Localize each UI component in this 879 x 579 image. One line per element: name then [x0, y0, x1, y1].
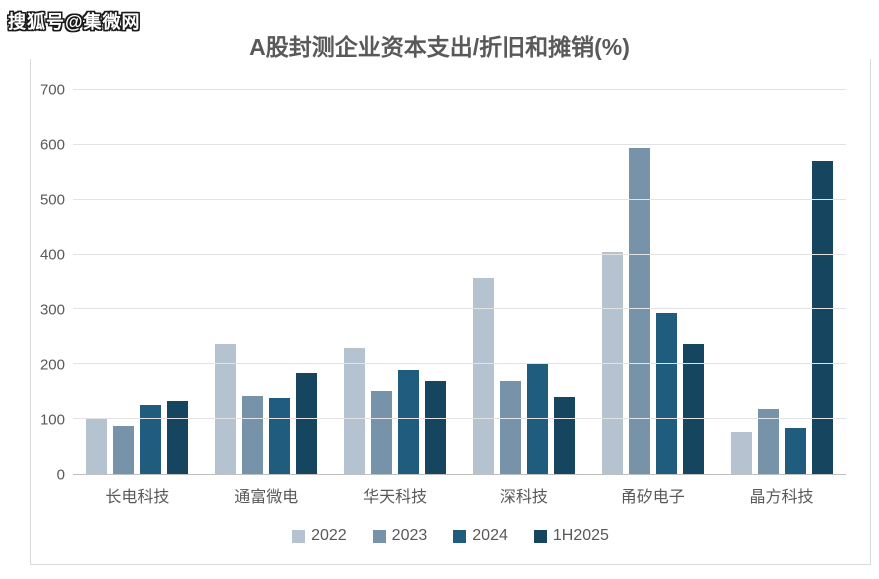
legend-label-1H2025: 1H2025 — [552, 527, 609, 544]
bar-2023-深科技 — [499, 381, 521, 474]
y-tick-label-100: 100 — [39, 411, 65, 429]
bar-2024-华天科技 — [398, 369, 420, 474]
bar-2023-华天科技 — [371, 391, 393, 474]
x-label-2: 通富微电 — [234, 489, 299, 506]
watermark: 搜狐号@集微网 — [8, 12, 141, 32]
gridline-600 — [73, 143, 846, 145]
y-tick-label-700: 700 — [39, 81, 65, 99]
bar-2022-长电科技 — [86, 417, 108, 474]
legend-item-2023: 2023 — [372, 527, 428, 545]
bar-2024-长电科技 — [140, 404, 162, 474]
bar-2022-华天科技 — [344, 347, 366, 474]
legend: 2022 2023 2024 1H2025 — [31, 527, 870, 545]
y-tick-label-500: 500 — [39, 191, 65, 209]
y-tick-label-300: 300 — [39, 301, 65, 319]
bar-1H2025-华天科技 — [425, 381, 447, 474]
bar-2024-晶方科技 — [784, 427, 806, 474]
bar-2024-甬矽电子 — [655, 312, 677, 474]
bar-2022-晶方科技 — [730, 432, 752, 474]
x-label-1: 长电科技 — [105, 489, 170, 506]
chart-frame: 0 100 200 300 400 500 600 700 长电科技 通富微电 华天科技 深科技 甬矽… — [30, 59, 871, 565]
bar-group-2 — [202, 90, 331, 474]
bar-2023-晶方科技 — [757, 408, 779, 474]
legend-swatch-2024 — [453, 529, 467, 543]
legend-swatch-1H2025 — [533, 529, 547, 543]
x-label-3: 华天科技 — [363, 489, 428, 506]
legend-label-2023: 2023 — [391, 527, 428, 544]
y-tick-label-400: 400 — [39, 246, 65, 264]
legend-swatch-2022 — [292, 529, 306, 543]
chart-title: A股封测企业资本支出/折旧和摊销(%) — [249, 34, 630, 60]
gridline-400 — [73, 253, 846, 255]
bar-group-3 — [331, 90, 460, 474]
bar-group-1 — [73, 90, 202, 474]
gridline-500 — [73, 198, 846, 200]
legend-label-2024: 2024 — [472, 527, 508, 544]
gridline-300 — [73, 308, 846, 310]
bar-2022-通富微电 — [215, 344, 237, 474]
bar-groups — [73, 90, 846, 474]
y-tick-label-0: 0 — [56, 466, 65, 484]
bar-group-5 — [588, 90, 717, 474]
x-label-4: 深科技 — [499, 489, 548, 506]
x-label-5: 甬矽电子 — [620, 489, 685, 506]
bar-2023-通富微电 — [242, 396, 264, 474]
bar-2022-深科技 — [472, 277, 494, 474]
bar-1H2025-深科技 — [553, 396, 575, 474]
legend-item-2022: 2022 — [292, 527, 347, 545]
legend-item-2024: 2024 — [453, 527, 508, 545]
y-tick-label-600: 600 — [39, 136, 65, 154]
legend-label-2022: 2022 — [311, 527, 347, 544]
gridline-100 — [73, 418, 846, 420]
plot-area: 0 100 200 300 400 500 600 700 — [40, 82, 846, 484]
bar-1H2025-通富微电 — [296, 372, 318, 474]
y-tick-label-200: 200 — [39, 356, 65, 374]
gridline-700 — [73, 89, 846, 90]
x-axis-labels: 长电科技 通富微电 华天科技 深科技 甬矽电子 晶方科技 — [73, 483, 846, 507]
bar-group-6 — [717, 90, 846, 474]
x-label-6: 晶方科技 — [749, 489, 814, 506]
legend-swatch-2023 — [372, 529, 386, 543]
bar-1H2025-长电科技 — [167, 400, 189, 474]
bar-1H2025-甬矽电子 — [682, 344, 704, 474]
bar-1H2025-晶方科技 — [811, 161, 833, 474]
legend-item-1H2025: 1H2025 — [533, 527, 609, 545]
bar-2023-长电科技 — [113, 425, 135, 474]
bar-group-4 — [459, 90, 588, 474]
gridline-200 — [73, 363, 846, 365]
bar-2024-通富微电 — [269, 397, 291, 474]
bar-2023-甬矽电子 — [628, 148, 650, 474]
